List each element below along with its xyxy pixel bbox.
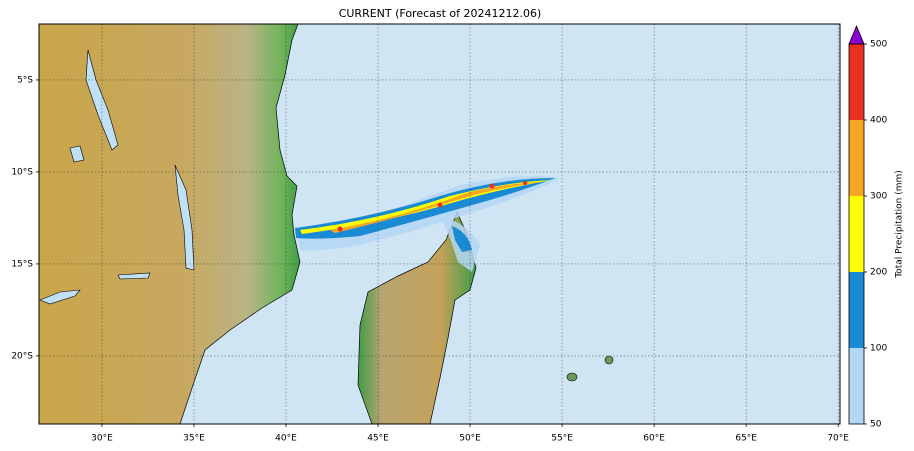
colorbar-tick-label: 300 — [870, 192, 887, 202]
lake — [174, 164, 195, 271]
map-area — [39, 24, 840, 424]
y-tick-label: 20°S — [11, 351, 33, 361]
colorbar-band — [849, 44, 864, 120]
x-tick-label: 50°E — [459, 434, 481, 444]
precip-400 — [489, 183, 495, 189]
x-tick-label: 30°E — [91, 434, 113, 444]
x-tick-label: 65°E — [735, 434, 757, 444]
precip-100 — [452, 226, 472, 252]
colorbar: 50 100 200 300 400 500 — [848, 24, 887, 430]
madagascar — [357, 211, 477, 424]
colorbar-band — [849, 272, 864, 348]
precip-300 — [330, 182, 540, 233]
island — [566, 372, 578, 382]
colorbar-tick-label: 200 — [870, 268, 887, 278]
x-tick-label: 40°E — [275, 434, 297, 444]
map-title: CURRENT (Forecast of 20241212.06) — [339, 7, 542, 20]
colorbar-band — [849, 348, 864, 424]
x-tick-label: 35°E — [183, 434, 205, 444]
lake — [85, 49, 119, 151]
y-tick-label: 15°S — [11, 259, 33, 269]
colorbar-extend — [848, 24, 865, 45]
y-tick-label: 5°S — [17, 75, 33, 85]
colorbar-tick-label: 50 — [870, 420, 882, 430]
lake — [69, 145, 85, 163]
colorbar-tick-label: 400 — [870, 116, 887, 126]
precip-400 — [437, 202, 443, 208]
x-tick-label: 60°E — [643, 434, 665, 444]
map-frame — [38, 23, 841, 425]
precip-400 — [523, 181, 527, 185]
graticule — [39, 24, 840, 424]
island — [604, 355, 614, 365]
colorbar-frame — [848, 43, 865, 425]
lake — [39, 289, 81, 305]
x-tick-label: 45°E — [367, 434, 389, 444]
x-tick-label: 70°E — [827, 434, 849, 444]
colorbar-tick-label: 100 — [870, 344, 887, 354]
colorbar-tick-label: 500 — [870, 40, 887, 50]
colorbar-label: Total Precipitation (mm) — [895, 170, 905, 279]
x-tick-label: 55°E — [551, 434, 573, 444]
colorbar-band — [849, 120, 864, 196]
colorbar-band — [849, 196, 864, 272]
lake — [117, 272, 151, 280]
precip-400 — [337, 226, 343, 232]
y-tick-label: 10°S — [11, 167, 33, 177]
